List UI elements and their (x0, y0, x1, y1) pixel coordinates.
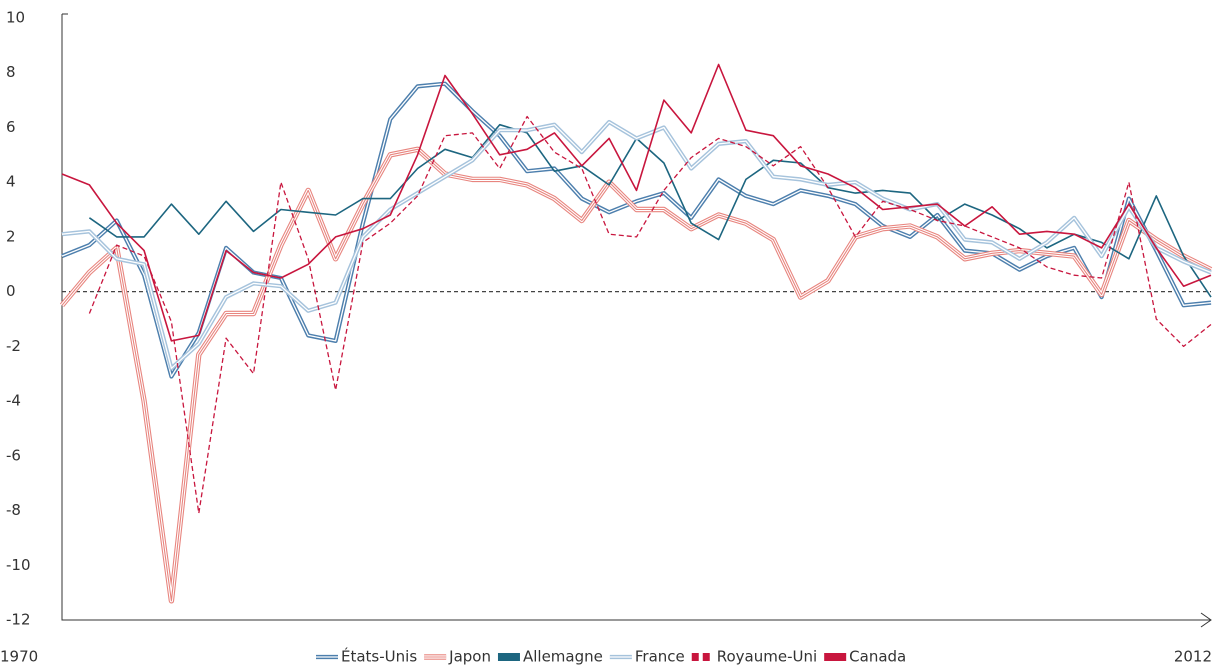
y-tick-label: -2 (6, 337, 21, 355)
y-tick-label: -6 (6, 446, 21, 464)
legend-item: France (609, 648, 685, 666)
y-tick-label: -10 (6, 556, 31, 574)
series-line-stripe (61, 83, 1212, 378)
series-line (59, 146, 1213, 604)
y-tick-label: 6 (6, 118, 16, 136)
x-axis-arrow (1200, 612, 1212, 628)
y-tick-label: -12 (6, 611, 31, 629)
legend-label: Allemagne (523, 648, 603, 666)
legend-label: États-Unis (341, 647, 417, 666)
legend-item: États-Unis (316, 647, 417, 666)
legend-swatch (824, 653, 847, 661)
legend-swatch (691, 653, 699, 661)
y-tick-label: -4 (6, 392, 21, 410)
legend-item: Canada (824, 648, 906, 666)
series-line (61, 63, 1212, 342)
y-tick-label: 0 (6, 282, 16, 300)
legend-label: Canada (849, 648, 906, 666)
y-tick-label: 4 (6, 173, 16, 191)
x-tick-label: 2012 (1174, 648, 1212, 666)
series-line-stripe (60, 147, 1212, 603)
y-tick-label: -8 (6, 501, 21, 519)
series-line (61, 119, 1212, 371)
y-tick-label: 2 (6, 227, 16, 245)
x-tick-label: 1970 (0, 648, 38, 666)
legend-swatch (702, 653, 710, 661)
legend-label: Japon (448, 648, 491, 666)
legend-item: Japon (424, 648, 491, 666)
legend-swatch (497, 653, 520, 661)
legend-label: Royaume-Uni (717, 648, 817, 666)
series-line-stripe (61, 121, 1212, 369)
legend-label: France (635, 648, 685, 666)
series-line (61, 81, 1212, 379)
series-line (88, 115, 1212, 514)
y-tick-label: 10 (6, 9, 25, 27)
series-line-stripe (61, 148, 1212, 602)
legend-item: Royaume-Uni (691, 648, 817, 666)
y-tick-label: 8 (6, 63, 16, 81)
legend-item: Allemagne (497, 648, 603, 666)
